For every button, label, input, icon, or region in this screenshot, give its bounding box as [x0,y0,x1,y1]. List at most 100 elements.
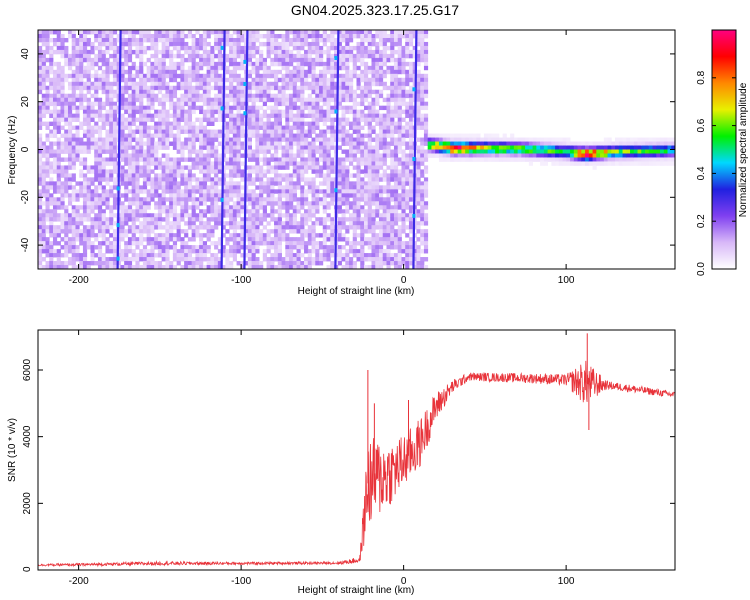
spectrogram-cell [94,73,99,79]
spectrogram-cell [289,30,294,35]
spectrogram-cell [251,233,256,238]
spectrogram-cell [90,57,95,63]
spectrogram-cell [232,141,237,146]
spectrogram-cell [214,37,219,43]
spectrogram-cell [90,105,95,111]
spectrogram-cell [405,73,410,79]
spectrogram-cell [262,249,267,254]
spectrogram-cell [393,145,399,150]
spectrogram-cell [285,157,290,162]
spectrogram-cell [259,213,264,218]
spectrogram-cell [161,30,166,35]
spectrogram-cell [180,209,185,214]
spectrogram-cell [120,229,125,234]
spectrogram-cell [112,229,118,234]
spectrogram-cell [326,37,331,43]
spectrogram-cell [285,181,290,186]
spectrogram-cell [90,205,95,210]
spectrogram-cell [214,145,219,150]
spectrogram-cell [195,185,200,190]
spectrogram-cell [401,197,406,202]
spectrogram-cell [285,165,290,170]
spectrogram-cell [225,173,230,178]
spectrogram-cell [240,145,245,150]
spectrogram-cell [363,237,369,242]
spectrogram-cell [382,73,387,79]
spectrogram-cell [45,161,50,166]
spectrogram-cell [378,57,384,63]
spectrogram-cell [393,65,399,71]
spectrogram-cell [56,101,61,107]
spectrogram-cell [274,133,279,138]
spectrogram-cell [304,141,309,146]
spectrogram-cell [172,193,178,198]
spectrogram-cell [322,197,327,202]
spectrogram-cell [371,129,376,134]
spectrogram-cell [247,245,252,250]
spectrogram-cell [112,117,118,123]
spectrogram-cell [382,225,387,230]
spectrogram-cell [236,185,241,190]
spectrogram-cell [120,85,125,91]
spectrogram-cell [71,61,76,67]
spectrogram-cell [270,265,275,269]
spectrogram-cell [79,45,84,51]
spectrogram-cell [79,205,84,210]
spectrogram-cell [326,237,331,242]
spectrogram-cell [67,73,73,79]
spectrogram-cell [401,109,406,115]
spectrogram-cell [191,149,196,154]
spectrogram-cell [165,81,170,87]
spectrogram-cell [341,265,346,269]
spectrogram-cell [109,241,114,246]
spectrogram-cell [262,169,267,174]
spectrogram-cell [401,157,406,162]
spectrogram-cell [90,221,95,226]
spectrogram-cell [375,253,380,258]
spectrogram-cell [255,93,260,99]
spectrogram-cell [255,30,260,35]
spectrogram-cell [292,237,297,242]
spectrogram-cell [382,33,387,39]
spectrogram-cell [41,33,46,39]
spectrogram-cell [94,61,99,67]
spectrogram-cell [217,129,223,134]
spectrogram-cell [390,117,395,123]
spectrogram-cell [277,265,282,269]
spectrogram-cell [375,265,380,269]
spectrogram-cell [49,129,54,134]
spectrogram-cell [60,201,65,206]
spectrogram-cell [255,205,260,210]
spectrogram-cell [38,241,43,246]
spectrogram-cell [49,165,54,170]
spectrogram-cell [142,165,148,170]
spectrogram-cell [378,37,384,43]
spectrogram-cell [296,121,301,126]
spectrogram-cell [225,149,230,154]
spectrogram-cell [304,37,309,43]
spectrogram-cell [270,217,275,222]
spectrogram-cell [75,45,80,51]
spectrogram-cell [49,81,54,87]
spectrogram-cell [289,237,294,242]
spectrogram-cell [352,201,357,206]
spectrogram-cell [82,129,88,134]
spectrogram-cell [304,97,309,103]
spectrogram-cell [56,109,61,115]
spectrogram-cell [45,37,50,43]
spectrogram-cell [101,53,106,59]
spectrogram-cell [375,113,380,119]
spectrogram-cell [382,133,387,138]
spectrogram-cell [154,181,159,186]
spectrogram-cell [109,89,114,95]
spectrogram-cell [371,265,376,269]
spectrogram-cell [247,69,252,75]
spectrogram-cell [154,201,159,206]
spectrogram-cell [206,217,211,222]
spectrogram-cell [356,201,361,206]
spectrogram-cell [405,45,410,51]
spectrogram-cell [307,149,312,154]
spectrogram-cell [270,85,275,91]
spectrogram-cell [45,153,50,158]
spectrogram-cell [356,161,361,166]
